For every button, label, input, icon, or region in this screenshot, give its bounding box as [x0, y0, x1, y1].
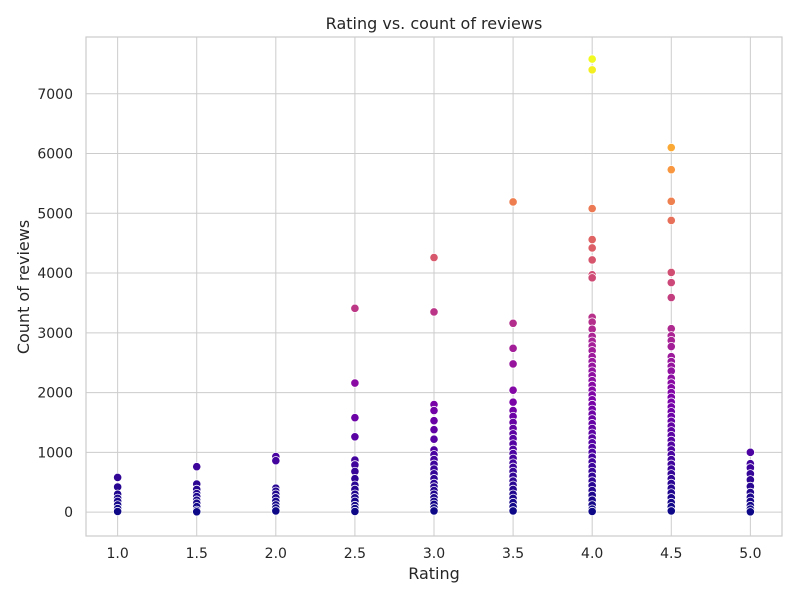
- data-point: [192, 462, 202, 472]
- data-point: [666, 341, 676, 352]
- data-point: [587, 234, 597, 245]
- data-point: [429, 425, 439, 435]
- y-tick-label: 5000: [37, 206, 73, 222]
- data-point: [350, 413, 360, 423]
- data-point: [271, 506, 281, 516]
- data-point: [508, 318, 518, 328]
- data-point: [587, 54, 597, 64]
- y-tick-label: 4000: [37, 266, 73, 282]
- data-point: [350, 303, 360, 313]
- data-point: [192, 507, 202, 517]
- data-point: [350, 432, 360, 442]
- grid-lines: [86, 37, 782, 536]
- plot-frame: [85, 36, 783, 537]
- x-tick-label: 3.5: [502, 546, 524, 562]
- data-point: [508, 359, 518, 369]
- chart-title: Rating vs. count of reviews: [326, 14, 543, 33]
- x-tick-label: 5.0: [739, 546, 761, 562]
- data-point: [666, 215, 676, 226]
- x-tick-label: 3.0: [423, 546, 445, 562]
- data-point: [666, 165, 676, 175]
- data-point: [508, 197, 518, 207]
- data-point: [666, 278, 676, 288]
- data-point: [666, 142, 676, 153]
- x-tick-label: 1.5: [186, 546, 208, 562]
- data-point: [587, 203, 597, 214]
- data-point: [113, 506, 123, 517]
- data-point: [587, 65, 597, 75]
- x-tick-label: 4.0: [581, 546, 603, 562]
- x-tick-label: 1.0: [107, 546, 129, 562]
- y-axis-label: Count of reviews: [14, 220, 33, 354]
- x-axis-ticks: 1.0 1.5 2.0 2.5 3.0 3.5 4.0 4.5 5.0: [107, 546, 762, 562]
- y-tick-label: 3000: [37, 326, 73, 342]
- data-point: [271, 456, 281, 466]
- data-point: [587, 255, 597, 265]
- data-point: [508, 385, 518, 395]
- data-point: [666, 267, 676, 278]
- data-point: [429, 405, 439, 416]
- data-point: [429, 434, 439, 444]
- data-point: [587, 243, 597, 253]
- data-points: [113, 54, 755, 517]
- data-point: [508, 343, 518, 353]
- y-tick-label: 1000: [37, 445, 73, 461]
- y-tick-label: 6000: [37, 147, 73, 163]
- data-point: [745, 447, 755, 457]
- data-point: [113, 472, 123, 483]
- data-point: [745, 507, 755, 517]
- y-tick-label: 7000: [37, 87, 73, 103]
- data-point: [429, 252, 439, 263]
- data-point: [429, 307, 439, 317]
- data-point: [429, 506, 439, 516]
- data-point: [350, 378, 360, 388]
- data-point: [350, 506, 360, 517]
- data-point: [429, 416, 439, 426]
- y-tick-label: 2000: [37, 386, 73, 402]
- data-point: [508, 506, 518, 516]
- x-axis-label: Rating: [408, 564, 460, 583]
- x-tick-label: 2.0: [265, 546, 287, 562]
- data-point: [587, 273, 597, 283]
- y-axis-ticks: 0 1000 2000 3000 4000 5000 6000 7000: [37, 87, 73, 521]
- y-tick-label: 0: [64, 505, 73, 521]
- data-point: [587, 506, 597, 517]
- data-point: [508, 397, 518, 407]
- data-point: [666, 506, 676, 516]
- data-point: [666, 196, 676, 206]
- x-tick-label: 4.5: [660, 546, 682, 562]
- data-point: [666, 292, 676, 303]
- x-tick-label: 2.5: [344, 546, 366, 562]
